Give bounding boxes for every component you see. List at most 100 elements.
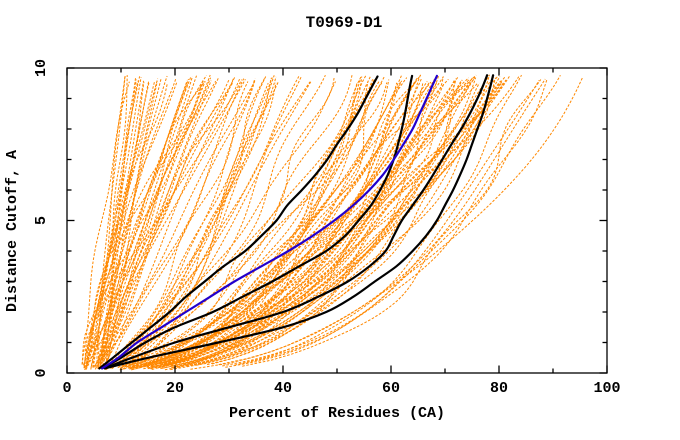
orange-model-curve [151,82,383,370]
orange-model-curve [126,80,417,368]
orange-model-curve [170,79,390,367]
orange-model-curve [129,79,374,370]
orange-model-curve [160,81,369,365]
orange-model-curve [238,74,522,365]
orange-model-curve [130,78,423,369]
orange-model-curve [127,74,477,369]
orange-model-curve [132,79,470,368]
tick-marks [66,67,608,374]
chart-title: T0969-D1 [306,14,383,32]
orange-model-curve [161,75,490,368]
orange-model-curve [81,81,130,365]
orange-model-curve [128,82,388,368]
orange-model-curve [105,78,246,370]
x-axis-label: Percent of Residues (CA) [229,405,445,422]
orange-model-curve [171,82,424,369]
x-tick-label: 80 [490,380,508,397]
blue-curve [101,74,438,370]
orange-model-curve [168,81,456,366]
orange-model-curve [148,79,455,369]
orange-model-curve [183,74,491,366]
orange-model-curve [86,75,207,365]
orange-model-curve [143,79,435,370]
orange-model-curve [170,75,507,371]
y-axis-label: Distance Cutoff, A [4,150,21,312]
orange-model-curve [102,76,277,369]
tick-labels: 0 20 40 60 80 100 0 5 10 [33,59,621,397]
black-curve-1 [98,75,379,370]
orange-model-curve [234,80,540,366]
orange-model-curve [120,78,449,368]
orange-model-curve [171,81,438,369]
orange-model-curve [85,76,141,368]
orange-model-curve [105,76,236,370]
orange-model-curve [160,75,386,366]
orange-model-curve [129,77,335,369]
orange-model-curve [147,77,419,365]
y-tick-label: 10 [33,59,50,77]
orange-model-curve [222,75,561,367]
orange-model-curve [84,79,204,368]
orange-model-curve [125,77,266,367]
orange-model-curve [84,77,241,371]
orange-model-curve [106,76,137,365]
orange-model-curve [104,76,193,366]
y-tick-label: 5 [33,216,50,225]
orange-model-curve [97,75,126,367]
orange-model-curve [122,75,275,370]
orange-model-curve [190,78,546,370]
orange-model-curve [137,82,445,369]
x-tick-label: 40 [274,380,292,397]
orange-model-curve [81,81,206,365]
y-tick-label: 0 [33,368,50,377]
orange-model-curve [131,77,408,369]
orange-model-curve [177,76,476,366]
orange-model-curve [84,80,206,368]
orange-model-curve [127,81,417,365]
x-tick-label: 20 [166,380,184,397]
orange-model-curve [121,77,273,369]
orange-model-curve [104,81,336,367]
orange-model-curve [99,78,234,367]
orange-model-curve [225,79,548,368]
orange-model-curve [92,76,142,368]
orange-model-curve [99,78,189,369]
orange-model-curve [92,76,126,368]
orange-model-curve [100,76,220,365]
black-curve-2 [101,74,414,370]
orange-model-curve [165,80,403,366]
reference-curves [98,74,495,370]
orange-model-curve [242,79,542,367]
orange-model-curve [97,76,267,369]
orange-model-curve [111,76,300,370]
orange-model-curve [97,80,256,367]
orange-model-curve [164,80,502,366]
orange-model-curve [90,80,188,368]
orange-model-curve [120,81,380,366]
orange-model-curve [83,78,177,366]
orange-model-curve [109,82,277,369]
orange-model-curve [109,78,245,366]
orange-model-curve [179,76,444,367]
orange-model-curve [99,75,168,368]
orange-model-curve [114,75,367,365]
orange-model-curve [117,75,353,368]
ensemble-curves [81,74,584,371]
x-tick-label: 0 [62,380,71,397]
orange-model-curve [93,79,255,367]
orange-model-curve [143,75,499,366]
orange-model-curve [106,82,189,365]
orange-model-curve [158,82,502,369]
x-tick-label: 60 [382,380,400,397]
orange-model-curve [152,76,363,366]
orange-model-curve [94,74,211,370]
orange-model-curve [112,78,256,365]
orange-model-curve [169,81,402,365]
orange-model-curve [102,81,145,366]
orange-model-curve [117,77,272,367]
orange-model-curve [106,81,158,368]
orange-model-curve [98,75,197,369]
orange-model-curve [86,77,212,365]
